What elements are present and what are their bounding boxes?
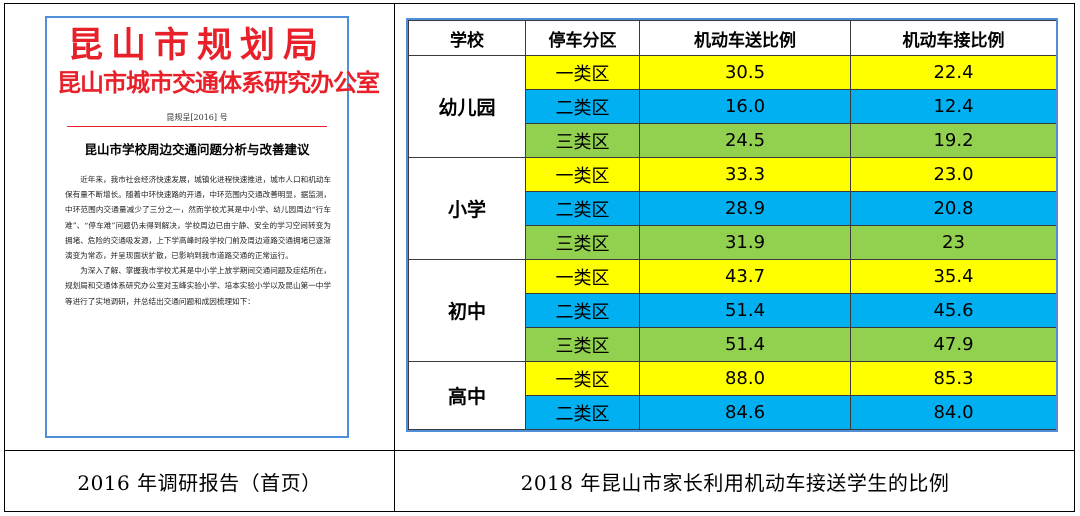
table-row: 二类区 16.0 12.4: [409, 89, 1056, 124]
zone-cell: 一类区: [525, 259, 640, 294]
figure-frame: 2016 年调研报告（首页） 2018 年昆山市家长利用机动车接送学生的比例: [4, 3, 1075, 512]
school-cell: 小学: [408, 157, 526, 260]
drop-ratio-cell: 30.5: [639, 55, 851, 90]
zone-cell: 三类区: [525, 225, 640, 260]
drop-ratio-cell: 28.9: [639, 191, 851, 226]
header-drop-ratio: 机动车送比例: [639, 20, 851, 56]
pick-ratio-cell: 23: [850, 225, 1056, 260]
drop-ratio-cell: 88.0: [639, 361, 851, 396]
zone-cell: 一类区: [525, 157, 640, 192]
report-title-line2: 昆山市城市交通体系研究办公室: [57, 69, 380, 97]
right-caption: 2018 年昆山市家长利用机动车接送学生的比例: [520, 471, 950, 495]
pick-ratio-cell: 84.0: [850, 395, 1056, 430]
pick-ratio-cell: 35.4: [850, 259, 1056, 294]
zone-cell: 二类区: [525, 89, 640, 124]
zone-cell: 三类区: [525, 327, 640, 362]
school-cell: 初中: [408, 259, 526, 362]
ratio-table-container: 学校 停车分区 机动车送比例 机动车接比例 幼儿园 一类区 30.5 22.4 二类区 1…: [406, 18, 1058, 432]
zone-cell: 三类区: [525, 123, 640, 158]
zone-cell: 一类区: [525, 361, 640, 396]
table-header-row: 学校 停车分区 机动车送比例 机动车接比例: [408, 20, 1056, 56]
zone-cell: 二类区: [525, 293, 640, 328]
report-doc-number: 昆规呈[2016] 号: [166, 113, 228, 122]
report-paragraph: 为深入了解、掌握我市学校尤其是中小学上放学期间交通问题及症结所在，规划局和交通体…: [65, 266, 331, 306]
column-divider: [394, 4, 395, 511]
pick-ratio-cell: 22.4: [850, 55, 1056, 90]
pick-ratio-cell: 23.0: [850, 157, 1056, 192]
pick-ratio-cell: 47.9: [850, 327, 1056, 362]
zone-cell: 二类区: [525, 395, 640, 430]
drop-ratio-cell: 24.5: [639, 123, 851, 158]
pick-ratio-cell: 20.8: [850, 191, 1056, 226]
header-school: 学校: [408, 20, 526, 56]
table-row: 小学 一类区 33.3 23.0: [408, 157, 1056, 260]
table-row: 三类区 51.4 47.9: [409, 327, 1056, 362]
table-row: 二类区 84.6 84.0: [409, 395, 1056, 430]
left-caption: 2016 年调研报告（首页）: [77, 471, 322, 495]
table-row: 幼儿园 一类区 30.5 22.4: [408, 55, 1056, 158]
report-red-rule: [67, 126, 327, 127]
zone-cell: 一类区: [525, 55, 640, 90]
table-row: 高中 一类区 88.0 85.3: [408, 361, 1056, 430]
header-pick-ratio: 机动车接比例: [850, 20, 1056, 56]
school-cell: 高中: [408, 361, 526, 430]
report-heading: 昆山市学校周边交通问题分析与改善建议: [84, 142, 310, 157]
drop-ratio-cell: 16.0: [639, 89, 851, 124]
report-paragraph: 近年来，我市社会经济快速发展，城镇化进程快速推进，城市人口和机动车保有量不断增长…: [65, 175, 331, 261]
ratio-table: 学校 停车分区 机动车送比例 机动车接比例 幼儿园 一类区 30.5 22.4 二类区 1…: [408, 20, 1056, 430]
report-first-page: 昆山市规划局 昆山市城市交通体系研究办公室 昆规呈[2016] 号 昆山市学校周…: [45, 16, 380, 438]
drop-ratio-cell: 51.4: [639, 327, 851, 362]
report-title-line1: 昆山市规划局: [67, 26, 326, 66]
school-cell: 幼儿园: [408, 55, 526, 158]
drop-ratio-cell: 43.7: [639, 259, 851, 294]
report-body: 近年来，我市社会经济快速发展，城镇化进程快速推进，城市人口和机动车保有量不断增长…: [65, 172, 331, 309]
drop-ratio-cell: 84.6: [639, 395, 851, 430]
table-row: 二类区 28.9 20.8: [409, 191, 1056, 226]
drop-ratio-cell: 51.4: [639, 293, 851, 328]
pick-ratio-cell: 12.4: [850, 89, 1056, 124]
pick-ratio-cell: 19.2: [850, 123, 1056, 158]
drop-ratio-cell: 33.3: [639, 157, 851, 192]
header-zone: 停车分区: [525, 20, 640, 56]
table-row: 初中 一类区 43.7 35.4: [408, 259, 1056, 362]
pick-ratio-cell: 45.6: [850, 293, 1056, 328]
zone-cell: 二类区: [525, 191, 640, 226]
drop-ratio-cell: 31.9: [639, 225, 851, 260]
table-row: 三类区 31.9 23: [409, 225, 1056, 260]
caption-divider: [5, 450, 1074, 451]
pick-ratio-cell: 85.3: [850, 361, 1056, 396]
